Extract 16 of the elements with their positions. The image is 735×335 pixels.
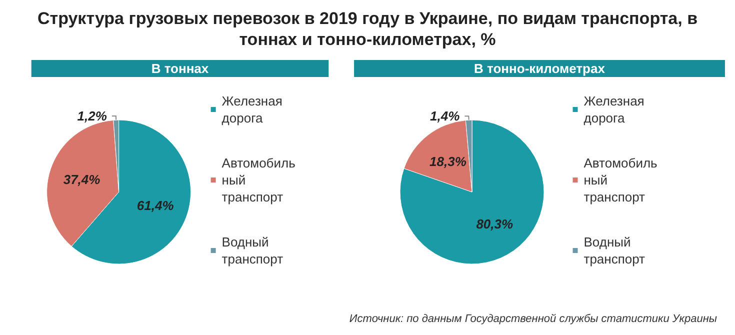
data-label: 18,3% <box>430 154 467 169</box>
data-label: 61,4% <box>136 198 174 214</box>
chart-subtitle: В тонно-километрах <box>474 61 606 76</box>
chart-subtitle: В тоннах <box>151 61 210 76</box>
data-label: 1,2% <box>77 108 108 124</box>
data-label: 1,4% <box>430 108 460 124</box>
text: Структура грузовых перевозок в 2019 году в Украине, по видам транспорта, в тоннах и тонно-километрах, % <box>36 8 699 50</box>
data-label: 37,4% <box>63 172 101 188</box>
legend-label: Железная дорога <box>222 94 286 126</box>
legend-label: Автомобильный транспорт <box>584 156 658 204</box>
legend-label: Железная дорога <box>584 94 648 126</box>
data-label: 80,3% <box>476 216 514 232</box>
legend-label: Водный транспорт <box>584 234 646 266</box>
text: Источник: по данным Государственной службы статистики Украины <box>349 313 717 325</box>
legend-label: Водный транспорт <box>222 234 284 266</box>
legend-label: Автомобильный транспорт <box>222 156 296 204</box>
